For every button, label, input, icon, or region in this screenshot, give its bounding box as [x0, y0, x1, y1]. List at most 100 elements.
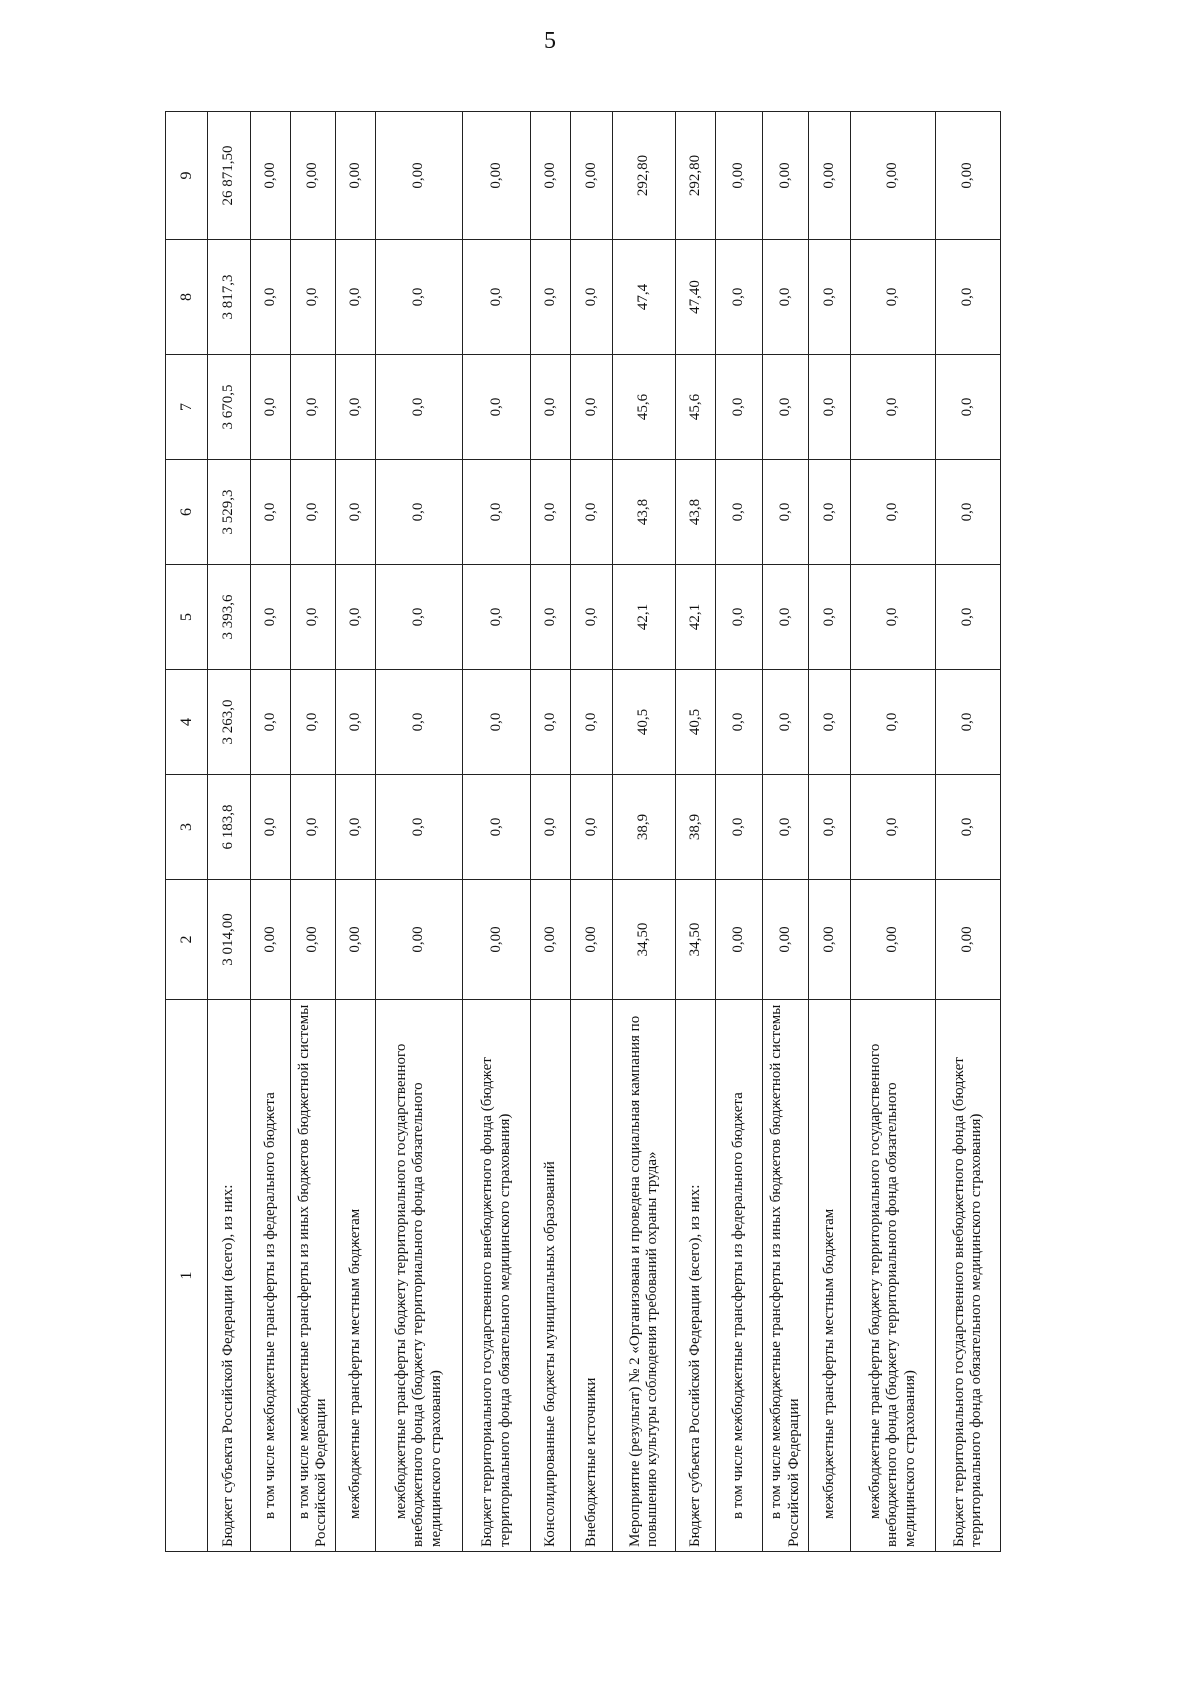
column-header: 7: [165, 354, 208, 460]
row-label: Бюджет субъекта Российской Федерации (вс…: [675, 999, 716, 1552]
value-cell: 0,0: [715, 354, 763, 460]
row-label: межбюджетные трансферты бюджету территор…: [375, 999, 463, 1552]
value-cell: 47,40: [675, 239, 716, 355]
value-cell: 0,0: [290, 459, 336, 565]
value-cell: 0,0: [850, 774, 936, 880]
value-cell: 0,00: [715, 111, 763, 240]
value-cell: 6 183,8: [207, 774, 251, 880]
value-cell: 0,0: [715, 774, 763, 880]
table-row: межбюджетные трансферты местным бюджетам…: [335, 111, 376, 1552]
value-cell: 0,0: [462, 354, 531, 460]
table-row: Консолидированные бюджеты муниципальных …: [530, 111, 571, 1552]
value-cell: 0,0: [570, 354, 613, 460]
value-cell: 0,0: [715, 459, 763, 565]
value-cell: 0,0: [715, 564, 763, 670]
value-cell: 0,0: [808, 669, 851, 775]
value-cell: 0,0: [335, 354, 376, 460]
value-cell: 0,00: [935, 879, 1001, 1000]
row-label: в том числе межбюджетные трансферты из ф…: [715, 999, 763, 1552]
value-cell: 0,0: [850, 459, 936, 565]
value-cell: 42,1: [675, 564, 716, 670]
value-cell: 3 670,5: [207, 354, 251, 460]
table-row: Бюджет субъекта Российской Федерации (вс…: [675, 111, 716, 1552]
value-cell: 0,0: [530, 239, 571, 355]
value-cell: 0,0: [530, 564, 571, 670]
value-cell: 0,00: [762, 111, 809, 240]
value-cell: 0,0: [250, 564, 291, 670]
value-cell: 0,0: [335, 669, 376, 775]
value-cell: 0,0: [715, 669, 763, 775]
value-cell: 0,0: [850, 239, 936, 355]
value-cell: 0,0: [462, 669, 531, 775]
value-cell: 3 263,0: [207, 669, 251, 775]
value-cell: 0,0: [290, 564, 336, 670]
value-cell: 0,0: [290, 354, 336, 460]
value-cell: 0,0: [290, 669, 336, 775]
value-cell: 0,0: [290, 239, 336, 355]
value-cell: 34,50: [675, 879, 716, 1000]
table-row: Мероприятие (результат) № 2 «Организован…: [612, 111, 676, 1552]
value-cell: 0,00: [530, 111, 571, 240]
value-cell: 0,0: [808, 459, 851, 565]
value-cell: 0,00: [850, 879, 936, 1000]
table-row: в том числе межбюджетные трансферты из ф…: [715, 111, 763, 1552]
value-cell: 40,5: [675, 669, 716, 775]
row-label: межбюджетные трансферты местным бюджетам: [335, 999, 376, 1552]
value-cell: 0,00: [762, 879, 809, 1000]
table-row: в том числе межбюджетные трансферты из и…: [290, 111, 336, 1552]
rotated-table-container: 1 2 3 4 5 6 7 8 9 Бюджет субъекта Российской Феде…: [165, 111, 1001, 1552]
value-cell: 0,0: [530, 669, 571, 775]
value-cell: 0,00: [250, 879, 291, 1000]
value-cell: 0,0: [935, 669, 1001, 775]
value-cell: 0,0: [808, 354, 851, 460]
value-cell: 0,0: [935, 354, 1001, 460]
value-cell: 0,0: [530, 774, 571, 880]
table-row: Бюджет территориального государственного…: [462, 111, 531, 1552]
value-cell: 3 393,6: [207, 564, 251, 670]
budget-table: 1 2 3 4 5 6 7 8 9 Бюджет субъекта Российской Феде…: [165, 111, 1001, 1552]
value-cell: 0,0: [462, 774, 531, 880]
value-cell: 0,0: [462, 239, 531, 355]
row-label: Внебюджетные источники: [570, 999, 613, 1552]
value-cell: 0,0: [762, 239, 809, 355]
value-cell: 0,0: [530, 354, 571, 460]
value-cell: 0,0: [850, 564, 936, 670]
value-cell: 0,0: [250, 774, 291, 880]
column-header: 2: [165, 879, 208, 1000]
value-cell: 0,00: [375, 111, 463, 240]
row-label: межбюджетные трансферты бюджету территор…: [850, 999, 936, 1552]
value-cell: 0,0: [570, 239, 613, 355]
value-cell: 0,00: [290, 111, 336, 240]
value-cell: 45,6: [675, 354, 716, 460]
value-cell: 0,00: [290, 879, 336, 1000]
value-cell: 0,0: [375, 669, 463, 775]
value-cell: 0,0: [715, 239, 763, 355]
value-cell: 0,00: [850, 111, 936, 240]
table-row: в том числе межбюджетные трансферты из ф…: [250, 111, 291, 1552]
value-cell: 34,50: [612, 879, 676, 1000]
table-row: межбюджетные трансферты местным бюджетам…: [808, 111, 851, 1552]
value-cell: 0,00: [808, 111, 851, 240]
value-cell: 0,0: [375, 239, 463, 355]
value-cell: 0,0: [762, 774, 809, 880]
value-cell: 45,6: [612, 354, 676, 460]
value-cell: 0,0: [570, 669, 613, 775]
value-cell: 0,0: [375, 774, 463, 880]
table-row: в том числе межбюджетные трансферты из и…: [762, 111, 809, 1552]
value-cell: 0,0: [808, 239, 851, 355]
value-cell: 42,1: [612, 564, 676, 670]
value-cell: 0,00: [570, 111, 613, 240]
value-cell: 0,0: [850, 354, 936, 460]
table-row: Бюджет субъекта Российской Федерации (вс…: [207, 111, 251, 1552]
column-header: 6: [165, 459, 208, 565]
column-header: 3: [165, 774, 208, 880]
value-cell: 47,4: [612, 239, 676, 355]
value-cell: 40,5: [612, 669, 676, 775]
value-cell: 0,00: [335, 111, 376, 240]
page-number: 5: [544, 28, 556, 54]
value-cell: 0,0: [335, 239, 376, 355]
row-label: Бюджет территориального государственного…: [462, 999, 531, 1552]
row-label: в том числе межбюджетные трансферты из и…: [762, 999, 809, 1552]
value-cell: 0,0: [335, 459, 376, 565]
value-cell: 0,0: [462, 564, 531, 670]
